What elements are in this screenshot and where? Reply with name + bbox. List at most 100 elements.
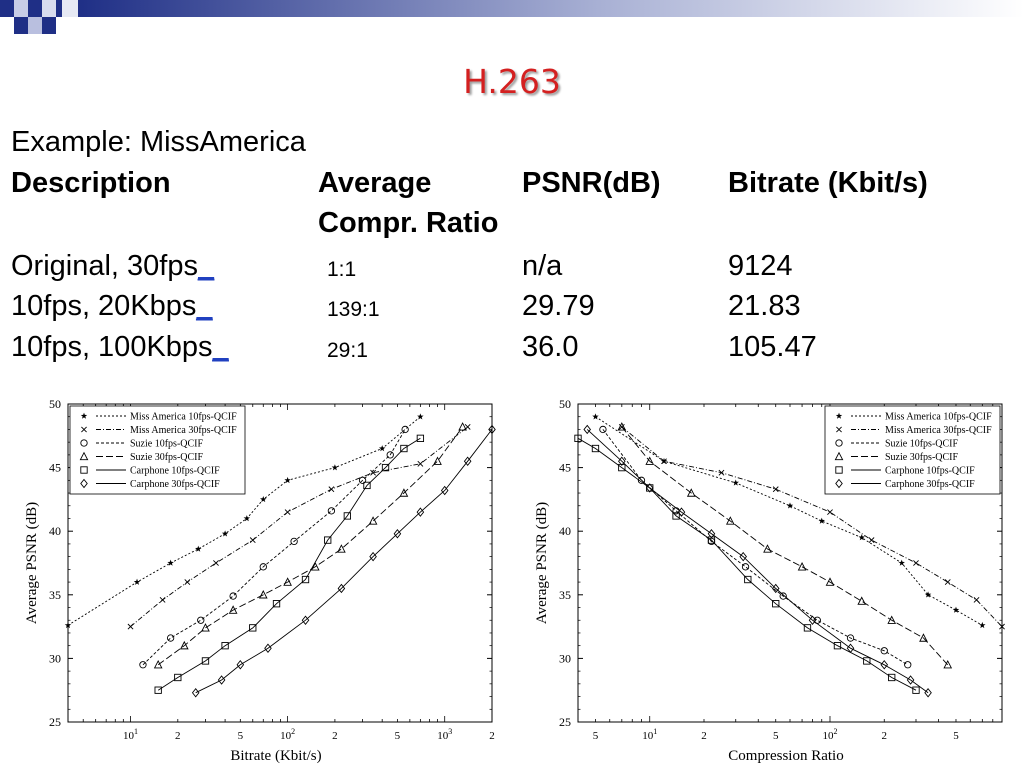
data-point [381,463,390,472]
legend: Miss America 10fps-QCIF Miss America 30fp… [69,405,246,495]
data-point [284,509,291,516]
data-point [272,600,281,608]
data-point [637,476,646,484]
data-point [672,512,680,520]
x-tick-label: 2 [882,730,888,742]
data-point [463,456,472,466]
y-tick-label: 50 [559,397,571,411]
x-tick-label: 2 [332,730,338,742]
legend-marker [836,426,842,433]
data-point [378,445,386,452]
data-point [924,591,932,598]
data-point [201,623,210,632]
data-point [249,537,256,544]
data-point [154,686,162,694]
data-point [243,515,251,522]
data-point [201,657,210,665]
x-tick-label: 103 [437,727,452,742]
data-point [818,517,825,524]
data-point [952,606,960,613]
data-point [368,516,378,525]
data-point [857,596,867,605]
data-point [399,488,409,497]
data-point [618,456,626,466]
row-bitrate: 105.47 [728,331,817,363]
row-ratio: 139:1 [327,298,380,321]
data-point [133,578,141,585]
data-point [283,577,292,586]
video-link[interactable]: _ [196,290,213,322]
x-axis-label: Bitrate (Kbit/s) [230,748,321,764]
x-tick-label: 2 [701,730,707,742]
data-point [718,469,725,476]
x-tick-label: 101 [642,727,657,742]
data-point [686,488,696,497]
legend-label: Suzie 10fps-QCIF [130,439,203,450]
data-point [221,530,229,537]
data-point [661,458,667,465]
x-tick-exponent: 3 [448,727,452,736]
x-tick-exponent: 1 [653,727,657,736]
data-point [833,642,842,650]
data-point [166,634,175,642]
data-point [370,469,377,476]
data-point [64,621,72,629]
y-tick-label: 40 [559,524,571,538]
row-description: 10fps, 100Kbps [11,331,213,363]
table-row: 10fps, 20Kbps_ [11,288,213,324]
row-ratio: 1:1 [327,258,357,281]
series [154,434,425,694]
series-line [195,429,493,694]
data-point [337,583,346,594]
data-point [591,444,600,453]
data-point [999,623,1005,630]
x-tick-label: 101 [123,727,138,742]
row-bitrate: 9124 [728,250,793,282]
legend-label: Miss America 30fps-QCIF [885,425,992,436]
legend-marker [80,439,88,447]
data-point [846,643,855,653]
data-point [179,640,189,650]
header-ratio-line1: Average [318,167,432,199]
plot-frame [67,403,493,723]
y-tick-label: 45 [559,461,571,475]
legend-marker [835,478,843,489]
x-tick-label: 102 [822,727,837,742]
data-point [417,413,424,420]
data-point [772,486,779,493]
data-point [725,516,735,525]
data-point [401,425,409,434]
data-point [973,596,980,603]
series [139,425,409,669]
data-point [264,643,272,653]
data-point [229,592,237,600]
data-point [858,534,865,541]
y-tick-label: 35 [49,588,61,602]
row-psnr: n/a [522,250,563,282]
x-tick-label: 5 [593,730,599,742]
legend-label: Carphone 30fps-QCIF [130,479,220,490]
legend-label: Carphone 10fps-QCIF [885,466,975,477]
y-tick-label: 25 [559,715,571,729]
legend-marker [80,478,88,489]
data-point [979,621,986,629]
video-link[interactable]: _ [212,331,229,363]
series [127,423,471,630]
data-point [393,529,402,539]
video-link[interactable]: _ [198,250,215,282]
row-bitrate: 21.83 [728,290,801,322]
series [191,424,496,698]
data-point [417,460,424,467]
corner-decoration [0,0,1024,34]
legend-marker [835,412,843,419]
row-psnr: 36.0 [522,331,579,363]
legend-label: Suzie 30fps-QCIF [130,452,203,463]
row-psnr: 29.79 [522,290,595,322]
data-point [739,551,747,562]
x-tick-label: 2 [489,730,495,742]
data-point [803,624,812,632]
data-point [301,575,310,584]
data-point [258,590,268,599]
